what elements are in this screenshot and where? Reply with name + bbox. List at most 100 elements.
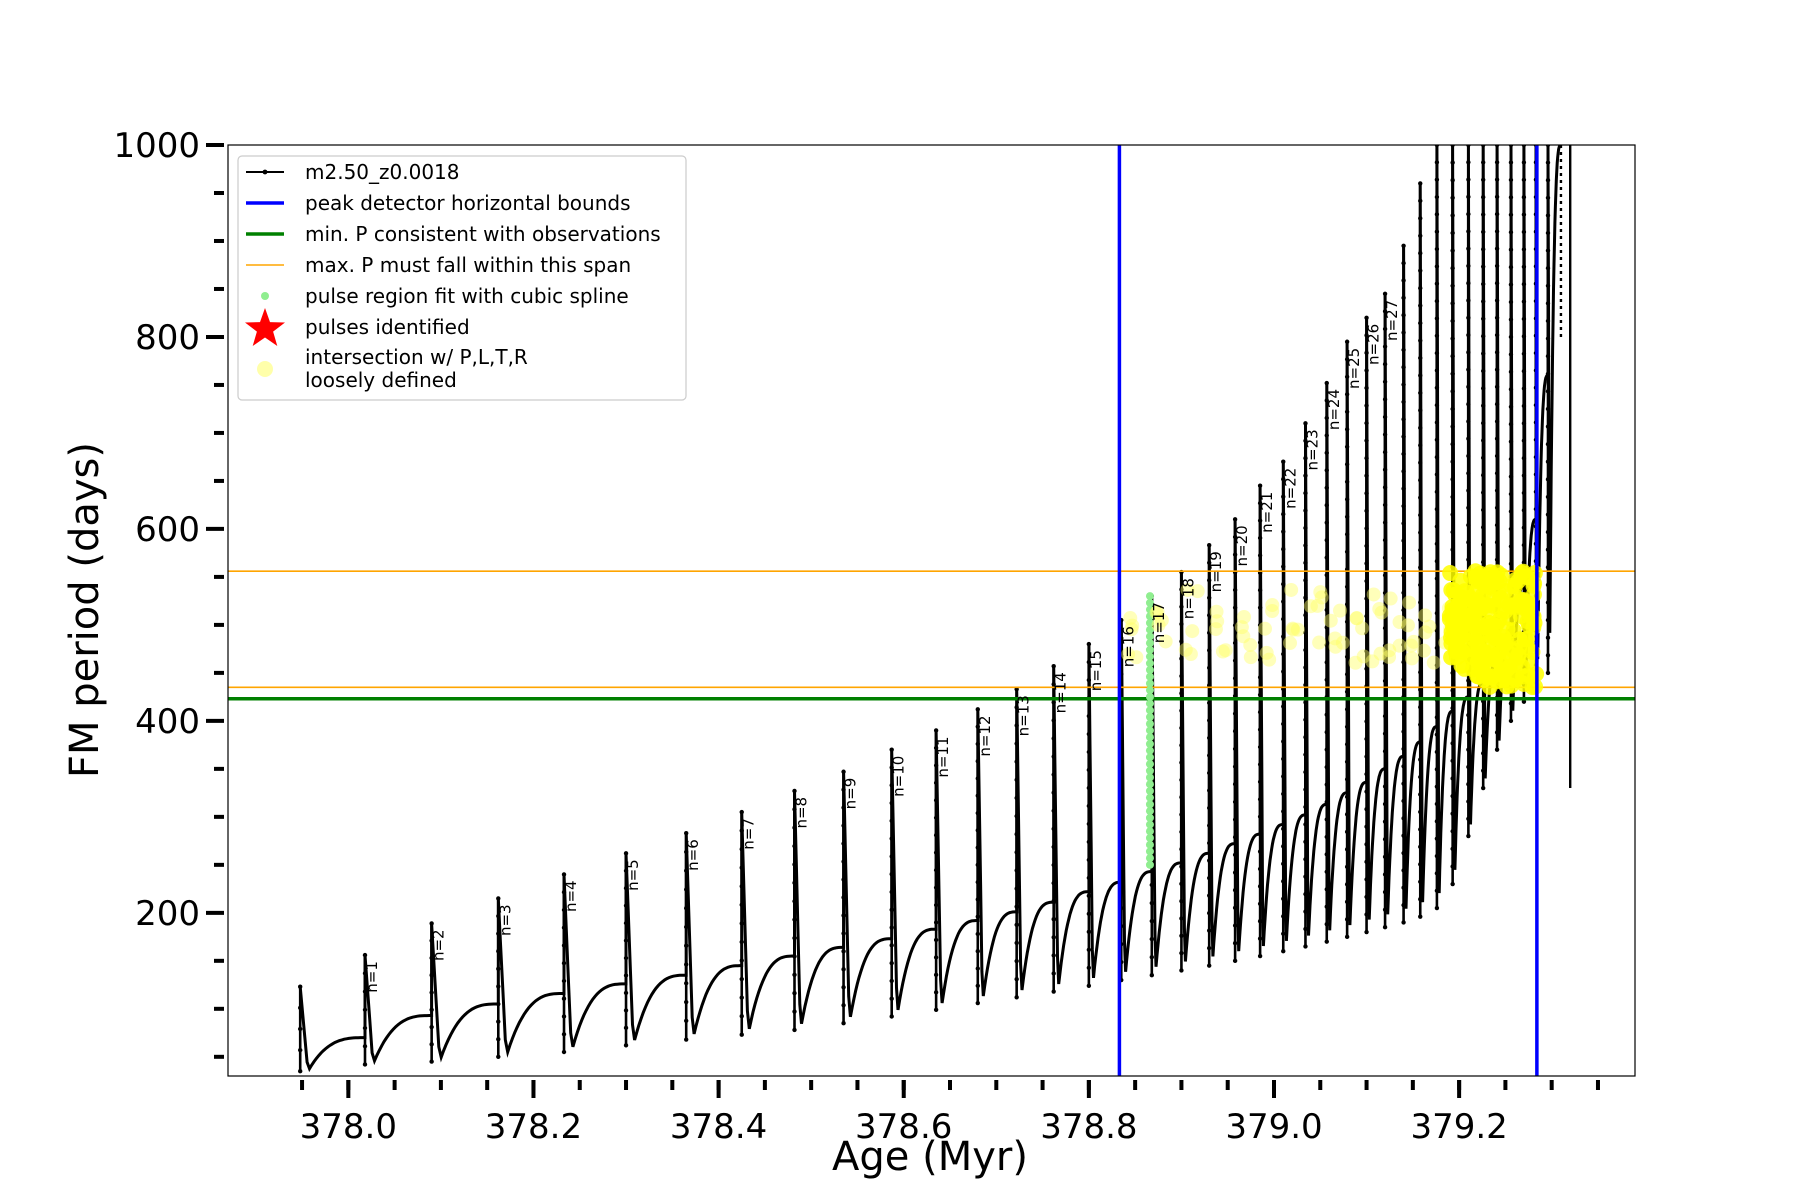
series-point [1303, 752, 1308, 757]
series-point [1382, 397, 1388, 402]
intersection-point [1190, 584, 1205, 599]
series-point [561, 961, 567, 966]
legend-label: m2.50_z0.0018 [305, 160, 460, 184]
series-point [1364, 385, 1369, 391]
x-tick-label: 379.0 [1225, 1107, 1322, 1147]
series-point [1450, 846, 1455, 852]
series-point [1281, 861, 1286, 867]
series-point [1434, 368, 1440, 373]
series-point [1364, 455, 1369, 461]
series-point [1494, 177, 1500, 182]
series-point [792, 954, 797, 959]
series-point [1324, 834, 1329, 840]
series-point [1434, 350, 1440, 356]
intersection-point [1333, 603, 1348, 618]
series-point [1480, 212, 1486, 217]
series-point [739, 995, 744, 1000]
series-point [1494, 557, 1500, 562]
series-point [975, 758, 980, 764]
series-point [1466, 505, 1471, 511]
series-point [1418, 704, 1423, 710]
series-point [1303, 665, 1308, 670]
pulse-spike-3 [429, 921, 434, 1064]
series-point [1014, 940, 1019, 946]
series-point [1344, 742, 1350, 747]
series-point [1450, 881, 1455, 887]
legend-entry: max. P must fall within this span [246, 253, 631, 277]
series-point [841, 859, 846, 864]
series-point [841, 769, 846, 774]
series-point [1382, 678, 1388, 684]
series-point [1344, 829, 1350, 835]
spline-point [1145, 713, 1154, 722]
series-point [841, 913, 846, 918]
pulse-spike-11 [889, 747, 894, 1019]
series-point [1401, 781, 1406, 786]
series-point [1014, 813, 1019, 819]
series-point [1281, 791, 1286, 797]
spline-point [1145, 686, 1154, 695]
series-point [1257, 657, 1263, 663]
series-point [1434, 680, 1440, 685]
series-point [1364, 771, 1369, 777]
intersection-point [1404, 651, 1419, 666]
series-point [1494, 211, 1500, 217]
intersection-point [1348, 655, 1363, 670]
series-point [1281, 896, 1286, 901]
series-point [1466, 747, 1471, 752]
pulse-spike-24 [1303, 421, 1308, 949]
series-point [1364, 333, 1369, 338]
pulse-spike-21 [1232, 517, 1238, 964]
series-point [1324, 729, 1329, 735]
legend-swatch [245, 308, 285, 346]
series-point [792, 972, 797, 977]
series-point [1014, 976, 1019, 982]
series-point [1508, 544, 1514, 549]
series-point [496, 913, 501, 919]
plot-area [228, 145, 1635, 1076]
intersection-point [1382, 650, 1397, 665]
pulse-label: n=15 [1087, 650, 1105, 691]
series-point [1480, 733, 1486, 739]
series-point [1480, 264, 1486, 269]
series-point [1418, 408, 1423, 413]
series-point [1179, 639, 1184, 644]
series-point [1494, 246, 1500, 251]
series-point [1401, 555, 1406, 561]
series-point [1450, 705, 1455, 711]
series-point [1232, 746, 1238, 752]
intersection-point [1491, 591, 1508, 608]
series-point [1281, 511, 1286, 517]
series-point [1257, 884, 1263, 889]
series-point [623, 973, 629, 978]
y-tick-label: 600 [135, 510, 200, 550]
series-point [1364, 438, 1369, 443]
series-point [1450, 670, 1455, 676]
series-point [1232, 870, 1238, 875]
series-point [1303, 525, 1308, 531]
series-point [1051, 971, 1056, 976]
series-point [1466, 522, 1471, 528]
series-point [684, 1037, 689, 1042]
intersection-point [1234, 620, 1249, 635]
series-point [1401, 659, 1406, 665]
series-point [1324, 572, 1329, 578]
series-point [1545, 653, 1551, 658]
series-point [1434, 645, 1440, 651]
series-point [933, 833, 939, 838]
spline-point [1145, 793, 1154, 802]
series-point [1480, 386, 1486, 391]
intersection-point [1392, 638, 1407, 653]
series-point [1364, 526, 1369, 531]
intersection-point [1180, 582, 1195, 597]
series-point [1382, 643, 1388, 648]
series-point [1324, 625, 1329, 630]
series-point [1364, 842, 1369, 847]
series-point [1434, 853, 1440, 859]
spline-point [1145, 847, 1154, 856]
intersection-point [1237, 609, 1252, 624]
spline-point [1145, 833, 1154, 842]
series-point [1086, 749, 1092, 755]
series-point [1418, 897, 1423, 902]
series-point [496, 1054, 501, 1060]
